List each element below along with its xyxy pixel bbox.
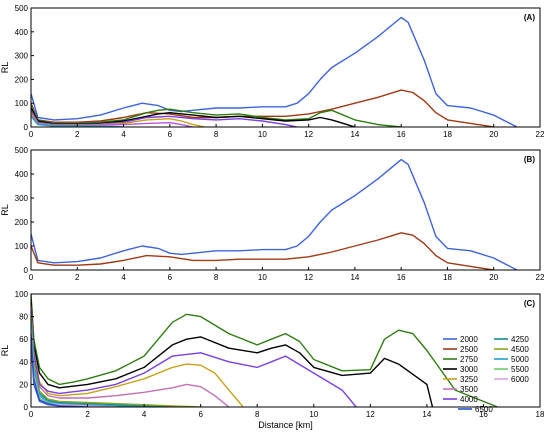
x-tick-label: 2 — [85, 410, 90, 419]
legend-label: 4000 — [460, 395, 478, 404]
x-tick-label: 4 — [121, 273, 126, 282]
x-tick-label: 18 — [536, 410, 545, 419]
legend-label: 4250 — [511, 335, 529, 344]
legend-label: 4500 — [511, 345, 529, 354]
x-tick-label: 6 — [168, 130, 173, 139]
panel-3: 0 2 4 6 8 10 12 14 16 18 0 20 40 60 80 100 RL Distance [k… — [0, 290, 545, 430]
legend-label: 6000 — [511, 375, 529, 384]
y-tick-label: 400 — [15, 28, 29, 37]
x-tick-label: 8 — [255, 410, 260, 419]
y-tick-label: 0 — [24, 403, 29, 412]
x-tick-label: 22 — [536, 273, 545, 282]
series-group — [31, 294, 498, 407]
y-tick-label: 60 — [19, 335, 28, 344]
x-tick-label: 14 — [422, 410, 431, 419]
y-tick-label: 400 — [15, 170, 29, 179]
series-line-1 — [31, 158, 518, 270]
x-tick-label: 0 — [29, 273, 34, 282]
x-tick-label: 6 — [198, 410, 203, 419]
y-tick-label: 100 — [15, 290, 29, 299]
x-tick-label: 14 — [350, 273, 359, 282]
legend-label: 5500 — [511, 365, 529, 374]
x-tick-label: 4 — [121, 130, 126, 139]
panel-2: 0 2 4 6 8 10 12 14 16 18 20 22 0 100 200 300 400 500 RL (B) — [0, 146, 545, 282]
legend-label: 3500 — [460, 385, 478, 394]
x-tick-label: 22 — [536, 130, 545, 139]
series-line-3500 — [31, 310, 230, 407]
y-tick-label: 100 — [15, 242, 29, 251]
legend-label: 3250 — [460, 375, 478, 384]
x-tick-label: 8 — [214, 273, 219, 282]
y-tick-label: 100 — [15, 99, 29, 108]
series-line-4000 — [31, 307, 357, 407]
x-tick-label: 20 — [489, 130, 498, 139]
x-tick-label: 0 — [29, 410, 34, 419]
plot-frame — [30, 293, 541, 408]
x-tick-label: 8 — [214, 130, 219, 139]
plot-frame — [30, 149, 541, 271]
series-line-1 — [31, 16, 518, 127]
panel-tag: (C) — [524, 299, 535, 308]
series-line-3000 — [31, 299, 434, 407]
y-tick-label: 0 — [24, 266, 29, 275]
legend-label: 2000 — [460, 335, 478, 344]
x-tick-label: 18 — [443, 273, 452, 282]
y-tick-label: 500 — [15, 146, 29, 155]
y-axis-label: RL — [0, 204, 10, 216]
y-tick-label: 500 — [15, 4, 29, 13]
x-tick-label: 2 — [75, 130, 80, 139]
y-tick-label: 300 — [15, 52, 29, 61]
x-tick-label: 16 — [397, 273, 406, 282]
legend-label: 2750 — [460, 355, 478, 364]
series-line-5000 — [31, 322, 145, 407]
x-tick-label: 12 — [304, 130, 313, 139]
series-line-6500 — [31, 333, 88, 407]
legend-label: 3000 — [460, 365, 478, 374]
y-tick-label: 200 — [15, 218, 29, 227]
y-tick-label: 20 — [19, 380, 28, 389]
x-tick-label: 4 — [142, 410, 147, 419]
series-line-2750 — [31, 294, 498, 407]
x-tick-label: 12 — [366, 410, 375, 419]
series-line-3 — [31, 105, 402, 127]
x-axis-label: Distance [km] — [258, 420, 313, 430]
legend-label: 2500 — [460, 345, 478, 354]
panel-1: 0 2 4 6 8 10 12 14 16 18 20 22 0 100 200 300 400 500 RL (A) — [0, 4, 545, 139]
x-tick-label: 16 — [479, 410, 488, 419]
y-axis-label: RL — [0, 62, 10, 74]
series-group — [31, 16, 518, 127]
x-tick-label: 10 — [258, 130, 267, 139]
plot-frame — [30, 7, 541, 128]
y-tick-label: 0 — [24, 123, 29, 132]
panel-tag: (B) — [524, 155, 535, 164]
x-tick-label: 10 — [309, 410, 318, 419]
series-line-3250 — [31, 305, 244, 407]
y-tick-label: 40 — [19, 358, 28, 367]
y-axis-label: RL — [0, 345, 10, 357]
y-tick-label: 200 — [15, 75, 29, 84]
x-tick-label: 2 — [75, 273, 80, 282]
x-tick-label: 10 — [258, 273, 267, 282]
series-line-4500 — [31, 314, 201, 407]
y-tick-label: 300 — [15, 194, 29, 203]
x-tick-label: 12 — [304, 273, 313, 282]
x-tick-label: 18 — [443, 130, 452, 139]
legend-label: 6500 — [475, 405, 493, 414]
x-tick-label: 16 — [397, 130, 406, 139]
x-tick-label: 6 — [168, 273, 173, 282]
series-line-2 — [31, 89, 494, 127]
series-group — [31, 158, 518, 270]
legend-label: 5000 — [511, 355, 529, 364]
x-tick-label: 20 — [489, 273, 498, 282]
x-tick-label: 0 — [29, 130, 34, 139]
panel-tag: (A) — [524, 13, 535, 22]
y-tick-label: 80 — [19, 313, 28, 322]
series-line-2 — [31, 232, 494, 270]
x-tick-label: 14 — [350, 130, 359, 139]
